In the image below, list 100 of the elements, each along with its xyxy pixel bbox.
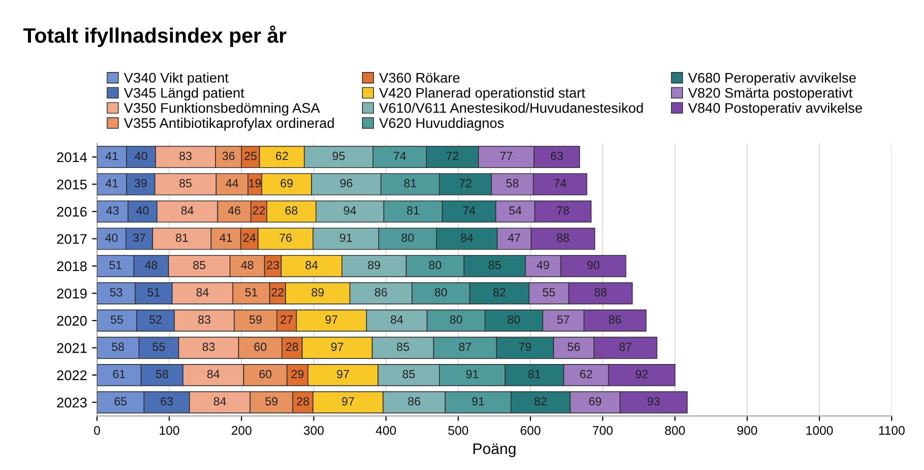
data-label: 86 — [608, 315, 622, 324]
x-tick-label: 200 — [232, 426, 252, 435]
legend-label: V345 Längd patient — [124, 88, 244, 101]
y-tick-label: 2020 — [57, 316, 87, 326]
data-label: 80 — [508, 315, 520, 324]
data-label: 47 — [508, 234, 520, 242]
data-label: 89 — [312, 288, 324, 296]
x-tick-label: 800 — [665, 426, 685, 435]
y-tick-label: 2015 — [57, 180, 87, 190]
data-label: 51 — [148, 288, 160, 296]
data-label: 46 — [228, 206, 240, 215]
data-label: 41 — [106, 152, 118, 160]
data-label: 59 — [249, 315, 262, 324]
data-label: 53 — [110, 288, 122, 296]
data-label: 76 — [280, 234, 292, 242]
data-label: 58 — [112, 342, 124, 351]
data-label: 84 — [390, 315, 404, 324]
chart-title: Totalt ifyllnadsindex per år — [23, 26, 286, 47]
data-label: 28 — [296, 397, 309, 406]
data-label: 48 — [240, 260, 254, 270]
data-label: 51 — [109, 260, 122, 270]
y-tick-label: 2016 — [57, 206, 87, 217]
data-label: 81 — [407, 206, 420, 215]
data-label: 69 — [280, 179, 293, 188]
data-label: 85 — [396, 342, 410, 351]
data-label: 91 — [340, 234, 352, 242]
x-axis-title: Poäng — [474, 443, 516, 458]
data-label: 97 — [342, 397, 354, 406]
data-label: 40 — [105, 234, 118, 242]
data-label: 72 — [446, 152, 458, 160]
data-label: 83 — [202, 342, 215, 351]
legend-label: V340 Vikt patient — [124, 72, 229, 86]
legend-label: V840 Postoperativ avvikelse — [688, 102, 862, 116]
data-label: 86 — [374, 288, 387, 296]
data-label: 65 — [114, 397, 127, 406]
y-tick-label: 2014 — [57, 152, 87, 162]
y-tick-label: 2021 — [57, 343, 87, 353]
data-label: 82 — [493, 288, 506, 296]
data-label: 84 — [196, 288, 209, 296]
data-label: 22 — [272, 288, 284, 296]
data-label: 72 — [459, 179, 472, 188]
data-label: 84 — [181, 206, 194, 215]
y-tick-label: 2023 — [57, 398, 87, 408]
data-label: 40 — [134, 152, 148, 160]
data-label: 97 — [325, 315, 338, 324]
data-label: 22 — [252, 206, 265, 215]
x-tick-label: 600 — [520, 426, 540, 435]
data-label: 82 — [534, 397, 547, 406]
data-label: 52 — [149, 315, 162, 324]
data-label: 88 — [594, 288, 607, 296]
legend-label: V680 Peroperativ avvikelse — [688, 72, 856, 86]
data-label: 58 — [506, 179, 518, 188]
data-label: 80 — [429, 260, 442, 270]
data-label: 58 — [156, 370, 168, 378]
data-label: 37 — [133, 234, 146, 242]
data-label: 68 — [285, 206, 298, 215]
legend-label: V350 Funktionsbedömning ASA — [124, 102, 320, 116]
legend-label: V610/V611 Anestesikod/Huvudanestesikod — [379, 102, 643, 113]
data-label: 83 — [179, 152, 192, 160]
data-label: 60 — [259, 370, 272, 378]
data-label: 41 — [220, 234, 232, 242]
data-label: 89 — [368, 260, 380, 270]
x-tick-label: 700 — [592, 426, 613, 435]
data-label: 93 — [648, 397, 660, 406]
data-label: 56 — [568, 342, 580, 351]
data-label: 81 — [528, 370, 540, 378]
data-label: 62 — [276, 152, 288, 160]
data-label: 49 — [536, 260, 550, 270]
x-tick-label: 900 — [737, 426, 758, 435]
data-label: 62 — [580, 370, 592, 378]
data-label: 48 — [144, 260, 158, 270]
data-label: 63 — [550, 152, 563, 160]
legend-label: V420 Planerad operationstid start — [379, 88, 586, 101]
data-label: 92 — [636, 370, 648, 378]
data-label: 78 — [557, 206, 570, 215]
y-tick-label: 2022 — [57, 370, 87, 380]
data-label: 29 — [292, 370, 304, 378]
data-label: 44 — [226, 179, 238, 188]
data-label: 80 — [450, 315, 462, 324]
data-label: 23 — [266, 260, 279, 270]
data-label: 81 — [404, 179, 416, 188]
data-label: 59 — [265, 397, 278, 406]
data-label: 19 — [249, 179, 261, 188]
data-label: 79 — [519, 342, 532, 351]
data-label: 84 — [306, 260, 318, 270]
x-tick-label: 300 — [304, 426, 324, 435]
data-label: 55 — [542, 288, 555, 296]
data-label: 90 — [587, 260, 600, 270]
data-label: 85 — [488, 260, 501, 270]
data-label: 36 — [222, 152, 235, 160]
data-label: 87 — [619, 342, 632, 351]
data-label: 80 — [402, 234, 414, 242]
data-label: 95 — [332, 152, 345, 160]
data-label: 39 — [134, 179, 147, 188]
legend-label: V355 Antibiotikaprofylax ordinerad — [124, 118, 334, 131]
data-label: 81 — [176, 234, 188, 242]
data-label: 91 — [472, 397, 484, 406]
data-label: 51 — [245, 288, 258, 296]
data-label: 69 — [589, 397, 602, 406]
y-tick-label: 2018 — [57, 261, 87, 272]
